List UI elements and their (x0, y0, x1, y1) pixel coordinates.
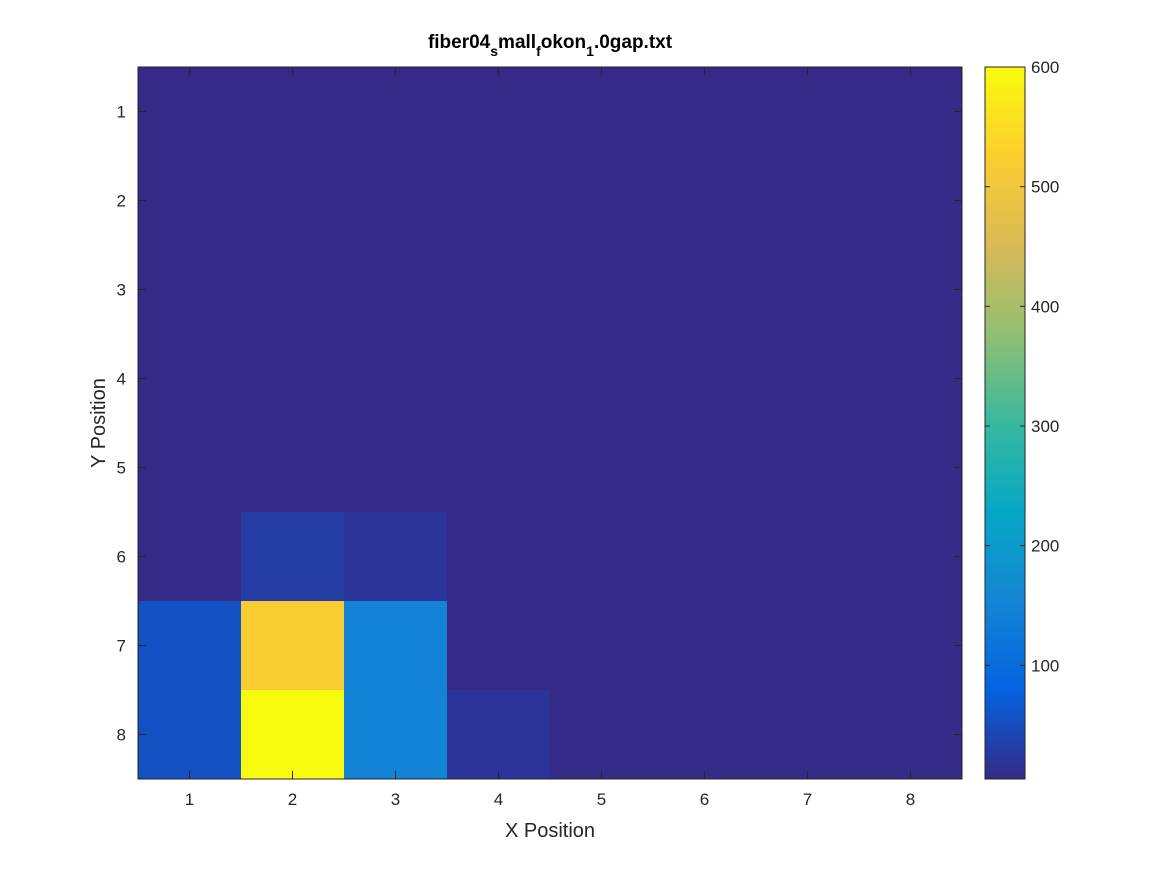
heatmap-cell (859, 67, 963, 157)
y-tick-label: 5 (117, 459, 126, 478)
x-axis: 1 2 3 4 5 6 7 8 (185, 67, 915, 809)
y-tick-label: 1 (117, 103, 126, 122)
heatmap-cell (756, 67, 860, 157)
heatmap-cell (241, 690, 345, 780)
y-tick-label: 6 (117, 548, 126, 567)
heatmap-cell (653, 156, 757, 246)
heatmap-cell (447, 690, 551, 780)
heatmap-cell (138, 67, 242, 157)
heatmap-cell (344, 601, 448, 691)
x-tick-label: 6 (700, 790, 709, 809)
heatmap-cell (653, 67, 757, 157)
heatmap-cell (653, 423, 757, 513)
heatmap-cell (653, 245, 757, 335)
x-tick-label: 8 (906, 790, 915, 809)
x-tick-label: 7 (803, 790, 812, 809)
heatmap-cell (859, 601, 963, 691)
heatmap-cell (241, 156, 345, 246)
y-tick-label: 4 (117, 370, 126, 389)
heatmap-cell (550, 156, 654, 246)
colorbar (984, 66, 1026, 780)
heatmap-cell (859, 245, 963, 335)
heatmap-cell (859, 156, 963, 246)
heatmap-cell (859, 423, 963, 513)
heatmap-cell (138, 423, 242, 513)
x-tick-label: 1 (185, 790, 194, 809)
x-tick-label: 2 (288, 790, 297, 809)
heatmap-cell (138, 334, 242, 424)
heatmap-cell (756, 423, 860, 513)
heatmap-cell (447, 334, 551, 424)
heatmap-cell (653, 601, 757, 691)
x-axis-label: X Position (505, 820, 595, 842)
heatmap-cell (241, 334, 345, 424)
x-tick-label: 3 (391, 790, 400, 809)
heatmap-cell (550, 334, 654, 424)
heatmap-cell (138, 601, 242, 691)
y-tick-label: 3 (117, 281, 126, 300)
y-tick-label: 7 (117, 637, 126, 656)
x-tick-label: 5 (597, 790, 606, 809)
heatmap-cell (344, 67, 448, 157)
colorbar-tick-label: 600 (1031, 58, 1059, 77)
y-axis: 1 2 3 4 5 6 7 8 (117, 103, 962, 745)
heatmap-cell (241, 245, 345, 335)
colorbar-ticks: 100 200 300 400 500 600 (985, 58, 1059, 675)
heatmap-cell (756, 690, 860, 780)
heatmap-cell (859, 512, 963, 602)
heatmap-cell (241, 601, 345, 691)
heatmap-cells (138, 67, 963, 780)
heatmap-cell (859, 690, 963, 780)
heatmap-cell (447, 67, 551, 157)
heatmap-cell (550, 245, 654, 335)
heatmap-cell (653, 334, 757, 424)
heatmap-cell (653, 690, 757, 780)
y-tick-label: 8 (117, 726, 126, 745)
heatmap-cell (138, 245, 242, 335)
heatmap-cell (344, 245, 448, 335)
heatmap-cell (344, 423, 448, 513)
y-axis-label: Y Position (88, 378, 110, 468)
colorbar-tick-label: 400 (1031, 297, 1059, 316)
plot-frame (137, 66, 963, 780)
heatmap-cell (447, 423, 551, 513)
heatmap-cell (859, 334, 963, 424)
heatmap-cell (138, 690, 242, 780)
heatmap-cell (550, 690, 654, 780)
y-tick-label: 2 (117, 192, 126, 211)
heatmap-cell (756, 512, 860, 602)
heatmap-cell (344, 334, 448, 424)
heatmap-cell (550, 423, 654, 513)
chart-title: fiber04smallfokon1.0gap.txt (428, 32, 673, 59)
heatmap-cell (344, 512, 448, 602)
heatmap-cell (447, 245, 551, 335)
heatmap-cell (756, 334, 860, 424)
heatmap-cell (756, 156, 860, 246)
heatmap-cell (653, 512, 757, 602)
colorbar-tick-label: 200 (1031, 537, 1059, 556)
heatmap-cell (550, 601, 654, 691)
heatmap-cell (447, 512, 551, 602)
heatmap-cell (756, 601, 860, 691)
x-tick-label: 4 (494, 790, 503, 809)
heatmap-cell (756, 245, 860, 335)
heatmap-cell (138, 156, 242, 246)
heatmap-cell (344, 690, 448, 780)
colorbar-tick-label: 500 (1031, 178, 1059, 197)
heatmap-cell (344, 156, 448, 246)
heatmap-cell (138, 512, 242, 602)
heatmap-cell (550, 512, 654, 602)
colorbar-tick-label: 300 (1031, 417, 1059, 436)
heatmap-cell (241, 423, 345, 513)
heatmap-cell (241, 512, 345, 602)
heatmap-cell (241, 67, 345, 157)
heatmap-cell (447, 601, 551, 691)
heatmap-cell (447, 156, 551, 246)
heatmap-cell (550, 67, 654, 157)
colorbar-tick-label: 100 (1031, 656, 1059, 675)
